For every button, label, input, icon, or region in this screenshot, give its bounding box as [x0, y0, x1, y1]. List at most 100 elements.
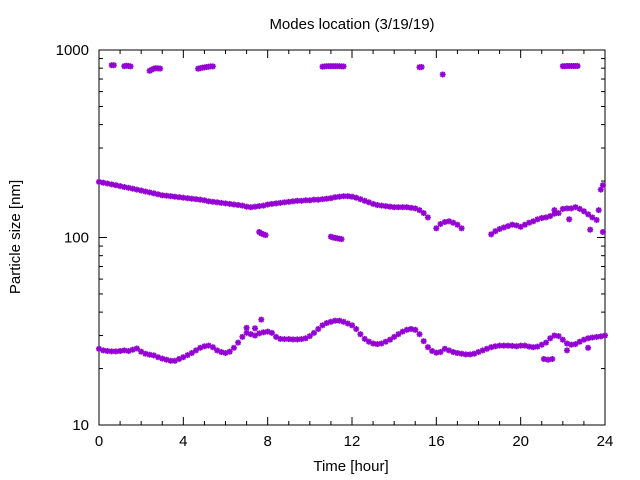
data-point	[576, 205, 583, 212]
x-tick-label: 4	[179, 433, 187, 450]
data-point	[226, 348, 233, 355]
data-markers	[96, 62, 608, 364]
data-point	[188, 350, 195, 356]
data-point	[462, 351, 469, 358]
data-point	[298, 197, 305, 204]
data-point	[374, 202, 381, 208]
data-point	[424, 344, 431, 351]
y-tick-label: 100	[64, 230, 89, 247]
data-point	[138, 187, 145, 194]
data-point	[566, 216, 573, 223]
data-point	[526, 343, 533, 350]
data-point	[311, 329, 317, 336]
data-point	[306, 333, 313, 340]
data-point	[258, 316, 265, 323]
data-point	[439, 71, 446, 78]
plot-area	[98, 49, 606, 426]
data-point	[361, 335, 368, 342]
data-point	[424, 214, 431, 221]
data-point	[340, 63, 347, 70]
data-point	[349, 322, 355, 329]
data-point	[418, 64, 425, 70]
data-point	[167, 357, 174, 364]
data-point	[458, 225, 465, 232]
data-point	[239, 333, 246, 340]
x-tick-label: 24	[597, 433, 614, 450]
x-tick-label: 8	[263, 433, 271, 450]
data-point	[209, 344, 216, 351]
data-point	[110, 62, 117, 69]
data-point	[357, 331, 364, 338]
data-point	[587, 226, 594, 233]
data-point	[555, 333, 562, 340]
data-point	[133, 345, 140, 352]
data-point	[420, 338, 427, 345]
data-point	[585, 344, 592, 351]
data-point	[454, 221, 461, 228]
x-axis: 0 4 8 12 16 20 24	[95, 50, 614, 450]
data-point	[597, 186, 604, 193]
data-point	[547, 335, 554, 342]
data-point	[433, 225, 440, 232]
data-point	[555, 210, 562, 217]
data-point	[391, 333, 398, 340]
data-point	[589, 214, 596, 221]
data-point	[319, 196, 326, 203]
data-point	[420, 210, 427, 217]
data-point	[230, 344, 237, 351]
data-point	[319, 322, 326, 329]
data-point	[559, 336, 566, 343]
data-point	[543, 339, 549, 346]
data-point	[252, 325, 258, 332]
data-point	[338, 236, 345, 243]
x-tick-label: 0	[95, 433, 103, 450]
data-point	[412, 326, 419, 333]
data-point	[574, 63, 581, 69]
data-point	[551, 207, 558, 214]
y-tick-label: 10	[72, 417, 89, 434]
data-point	[209, 63, 216, 70]
data-point	[408, 204, 414, 211]
data-point	[108, 348, 115, 355]
data-point	[564, 347, 570, 354]
data-point	[580, 208, 587, 215]
data-point	[370, 340, 377, 347]
y-axis: 10 100 1000	[56, 42, 605, 434]
data-point	[599, 229, 606, 235]
data-point	[218, 349, 225, 355]
data-point	[108, 181, 115, 188]
data-point	[268, 329, 275, 336]
data-point	[599, 182, 606, 189]
y-tick-label: 1000	[56, 42, 89, 59]
data-point	[163, 192, 170, 199]
data-point	[572, 341, 579, 348]
data-point	[205, 198, 212, 205]
data-point	[595, 207, 602, 214]
data-point	[602, 332, 608, 339]
data-point	[517, 342, 524, 349]
data-point	[589, 334, 596, 341]
data-point	[315, 326, 322, 332]
x-tick-label: 12	[344, 433, 361, 450]
data-point	[559, 205, 566, 212]
y-axis-label: Particle size [nm]	[7, 180, 24, 294]
data-point	[437, 349, 444, 355]
data-point	[416, 207, 423, 214]
chart-title: Modes location (3/19/19)	[269, 16, 434, 33]
data-point	[387, 336, 393, 343]
data-point	[235, 339, 242, 346]
data-point	[193, 347, 199, 354]
data-point	[222, 200, 229, 207]
data-point	[327, 195, 334, 202]
data-point	[549, 356, 556, 362]
data-point	[593, 217, 600, 223]
data-point	[568, 341, 575, 348]
x-axis-label: Time [hour]	[313, 458, 388, 475]
data-point	[391, 204, 398, 211]
data-point	[285, 198, 292, 205]
data-point	[547, 213, 554, 220]
data-point	[100, 179, 107, 186]
data-point	[157, 65, 164, 72]
data-point	[416, 331, 423, 338]
